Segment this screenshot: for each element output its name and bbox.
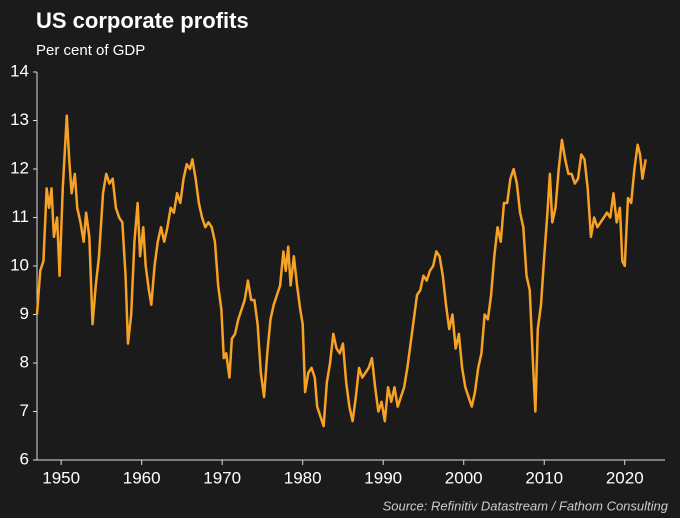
y-tick-label: 8: [20, 352, 29, 371]
chart-title: US corporate profits: [36, 8, 249, 33]
x-tick-label: 1960: [123, 468, 161, 487]
x-tick-label: 1970: [203, 468, 241, 487]
x-tick-label: 1950: [42, 468, 80, 487]
y-tick-label: 10: [10, 255, 29, 274]
y-tick-label: 12: [10, 158, 29, 177]
data-line: [35, 114, 647, 428]
y-tick-label: 11: [11, 207, 29, 226]
x-tick-label: 2010: [525, 468, 563, 487]
x-tick-label: 2000: [445, 468, 483, 487]
x-tick-label: 2020: [606, 468, 644, 487]
source: Source: Refinitiv Datastream / Fathom Co…: [383, 498, 669, 513]
y-tick-label: 13: [10, 110, 29, 129]
x-tick-label: 1990: [364, 468, 402, 487]
y-tick-label: 14: [10, 61, 29, 80]
y-tick-label: 9: [20, 304, 29, 323]
y-tick-label: 7: [20, 401, 29, 420]
chart-subtitle: Per cent of GDP: [36, 42, 145, 59]
x-tick-label: 1980: [284, 468, 322, 487]
y-tick-label: 6: [20, 449, 29, 468]
